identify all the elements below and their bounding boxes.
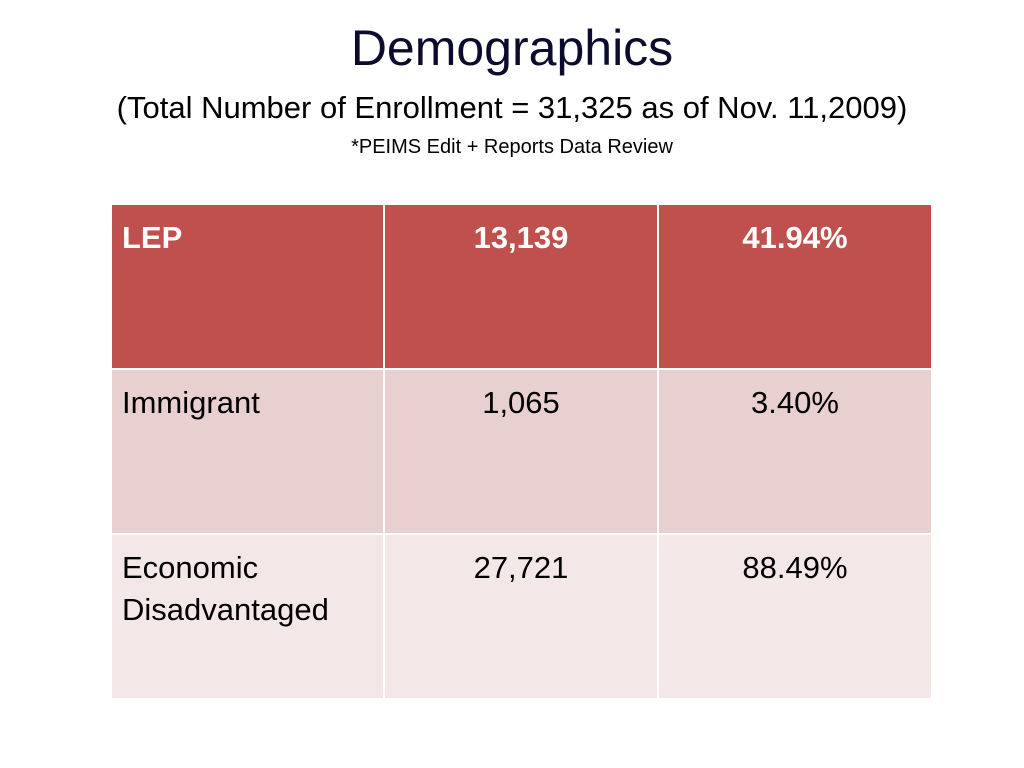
row-label: Immigrant <box>110 368 385 535</box>
row-percent: 88.49% <box>657 533 933 700</box>
table-row: Immigrant 1,065 3.40% <box>110 368 933 535</box>
row-count: 13,139 <box>383 203 659 370</box>
slide-subtitle: (Total Number of Enrollment = 31,325 as … <box>116 90 908 125</box>
slide-title: Demographics <box>350 20 674 76</box>
row-count: 27,721 <box>383 533 659 700</box>
data-source-note: *PEIMS Edit + Reports Data Review <box>351 136 673 158</box>
row-percent: 41.94% <box>657 203 933 370</box>
row-label: Economic Disadvantaged <box>110 533 385 700</box>
row-count: 1,065 <box>383 368 659 535</box>
table-row: Economic Disadvantaged 27,721 88.49% <box>110 533 933 700</box>
demographics-table: LEP 13,139 41.94% Immigrant 1,065 3.40% … <box>110 203 933 700</box>
row-percent: 3.40% <box>657 368 933 535</box>
table-row: LEP 13,139 41.94% <box>110 203 933 370</box>
row-label: LEP <box>110 203 385 370</box>
